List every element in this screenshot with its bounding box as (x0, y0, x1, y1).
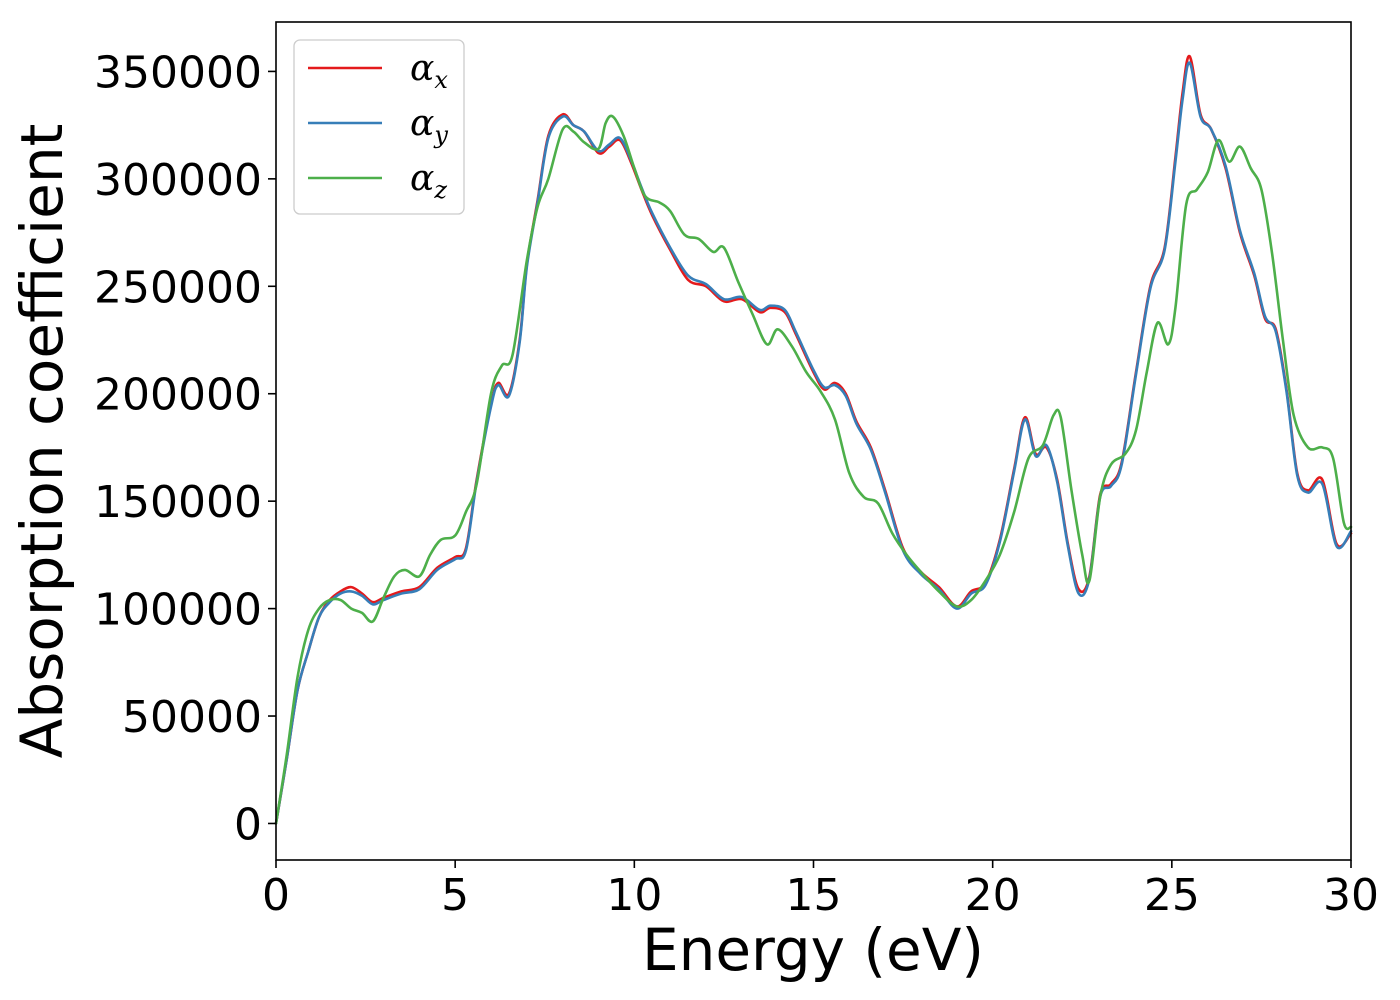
legend-box (293, 39, 465, 215)
y-axis: 0 50000 100000 150000 200000 250000 300000 3500… (94, 47, 276, 850)
x-tick-label: 20 (965, 870, 1021, 921)
x-tick-label: 5 (441, 870, 469, 921)
y-tick-label: 200000 (94, 370, 262, 421)
x-tick-label: 25 (1144, 870, 1200, 921)
series-line-y (274, 61, 1353, 825)
y-tick-label: 250000 (94, 262, 262, 313)
plot-lines (274, 54, 1353, 825)
y-tick-label: 300000 (94, 155, 262, 206)
x-tick-label: 15 (786, 870, 842, 921)
y-tick-label: 100000 (94, 585, 262, 636)
y-tick-label: 50000 (122, 692, 262, 743)
x-tick-label: 30 (1323, 870, 1379, 921)
x-axis-title: Energy (eV) (642, 916, 984, 984)
y-axis-title: Absorption coefficient (8, 124, 76, 759)
x-tick-label: 10 (606, 870, 662, 921)
y-tick-label: 350000 (94, 47, 262, 98)
y-tick-label: 0 (234, 799, 262, 850)
x-axis: 0 5 10 15 20 25 30 (262, 860, 1379, 921)
series-line-z (274, 114, 1353, 825)
x-tick-label: 0 (262, 870, 290, 921)
y-tick-label: 150000 (94, 477, 262, 528)
